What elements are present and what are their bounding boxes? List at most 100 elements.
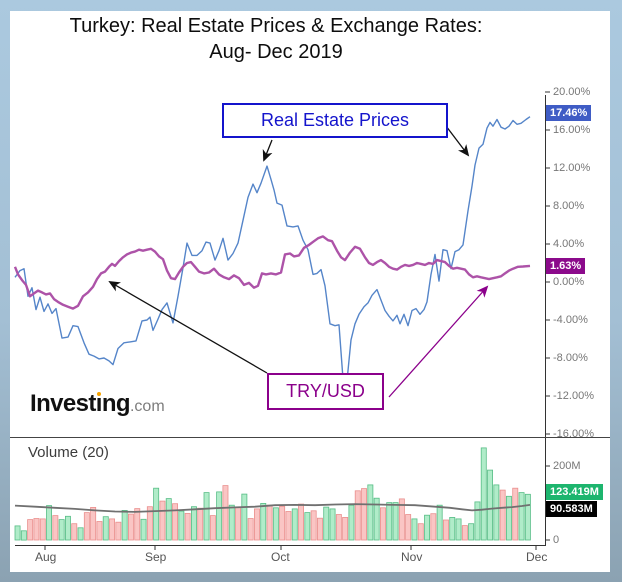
- price-axis-tick-label: 4.00%: [553, 238, 585, 250]
- volume-bar: [77, 527, 84, 541]
- volume-bar: [468, 523, 475, 541]
- volume-bar: [209, 515, 216, 541]
- volume-bar: [329, 508, 336, 541]
- price-axis-tick-label: -12.00%: [553, 390, 594, 402]
- volume-bar: [310, 510, 317, 541]
- price-axis-tick-label: -4.00%: [553, 314, 588, 326]
- volume-bar: [260, 502, 267, 541]
- volume-bar: [480, 447, 487, 541]
- volume-bar: [65, 515, 71, 541]
- volume-bar: [524, 493, 531, 541]
- volume-bar: [279, 505, 286, 541]
- volume-bar: [39, 518, 46, 541]
- volume-bar: [348, 504, 355, 541]
- volume-bar: [121, 509, 128, 541]
- volume-bar: [83, 512, 90, 541]
- volume-ma-value-chip: 90.583M: [546, 501, 597, 517]
- volume-axis-tick-label: 0: [553, 534, 560, 546]
- volume-bar: [487, 469, 493, 541]
- volume-bar: [436, 504, 443, 541]
- volume-bar: [430, 513, 437, 541]
- volume-bar: [449, 517, 456, 541]
- volume-bar: [442, 519, 449, 541]
- volume-bar: [342, 517, 349, 541]
- volume-bar: [58, 519, 65, 541]
- tryusd-last-value-chip: 1.63%: [546, 258, 586, 274]
- volume-bar: [291, 508, 298, 541]
- price-axis-tick-label: 8.00%: [553, 200, 585, 212]
- volume-bar: [518, 492, 525, 541]
- volume-bar: [96, 521, 103, 541]
- volume-bar: [71, 523, 78, 541]
- month-label: Dec: [526, 550, 548, 564]
- volume-indicator-label: Volume (20): [28, 444, 109, 461]
- logo-wordmark: Investıng: [30, 390, 131, 417]
- month-label: Sep: [145, 550, 167, 564]
- volume-bar: [411, 518, 418, 541]
- tryusd-line: [13, 235, 531, 310]
- price-axis-tick-label: 16.00%: [553, 124, 591, 136]
- volume-bar: [146, 506, 153, 541]
- volume-bar: [27, 519, 34, 541]
- volume-bar: [266, 504, 273, 541]
- volume-bar: [392, 502, 399, 541]
- volume-bar: [354, 490, 361, 541]
- volume-bar: [253, 508, 260, 541]
- volume-bar: [216, 491, 223, 541]
- price-axis-tick-label: 20.00%: [553, 86, 591, 98]
- arrow-to-blue-rally: [445, 125, 470, 157]
- logo-suffix: .com: [129, 398, 165, 415]
- chart-title-line2: Aug- Dec 2019: [209, 41, 343, 63]
- volume-bar: [197, 507, 204, 541]
- volume-ma-line: [14, 503, 531, 513]
- price-axis-tick-label: 0.00%: [553, 276, 585, 288]
- volume-bar: [46, 505, 52, 541]
- volume-bar: [316, 517, 323, 541]
- volume-bar: [417, 523, 424, 541]
- chart-title-line1: Turkey: Real Estate Prices & Exchange Ra…: [69, 15, 483, 37]
- investing-logo: Investıng.com: [30, 390, 165, 418]
- volume-bar: [512, 487, 519, 541]
- real-estate-last-value-chip: 17.46%: [546, 105, 592, 121]
- price-axis-tick-label: 12.00%: [553, 162, 591, 174]
- volume-bar: [405, 514, 412, 541]
- volume-bar: [455, 518, 462, 541]
- volume-bar: [203, 492, 210, 541]
- arrow-to-purple-right: [388, 285, 489, 398]
- volume-bar: [285, 511, 292, 541]
- volume-bar: [109, 518, 115, 541]
- volume-last-value-chip: 123.419M: [546, 484, 603, 500]
- volume-bar: [424, 514, 430, 541]
- volume-bar: [247, 518, 254, 541]
- volume-bar: [323, 506, 330, 541]
- volume-bar: [335, 514, 342, 541]
- volume-bar: [361, 488, 367, 541]
- chart-title: Turkey: Real Estate Prices & Exchange Ra…: [10, 13, 542, 65]
- arrow-to-blue-peak: [262, 139, 273, 162]
- volume-bar: [398, 498, 405, 541]
- volume-bar: [172, 503, 178, 541]
- month-label: Aug: [35, 550, 57, 564]
- month-label: Nov: [401, 550, 423, 564]
- volume-bar: [493, 484, 500, 541]
- volume-bar: [386, 502, 393, 541]
- volume-axis-tick-label: 200M: [553, 460, 581, 472]
- volume-bar: [499, 489, 506, 541]
- volume-bar: [102, 516, 109, 541]
- volume-bar: [241, 493, 248, 541]
- volume-bar: [140, 518, 147, 541]
- volume-bar: [222, 485, 229, 541]
- volume-bar: [134, 508, 141, 541]
- volume-bar: [14, 525, 21, 541]
- volume-bar: [115, 521, 122, 541]
- volume-bar: [190, 506, 197, 541]
- volume-bar: [165, 498, 172, 541]
- volume-bar: [127, 513, 134, 541]
- volume-bar: [379, 507, 386, 541]
- volume-bar: [90, 506, 97, 541]
- volume-bar: [184, 513, 191, 541]
- volume-bar: [272, 507, 279, 541]
- real-estate-prices-annotation: Real Estate Prices: [222, 103, 448, 138]
- volume-bar: [304, 512, 311, 541]
